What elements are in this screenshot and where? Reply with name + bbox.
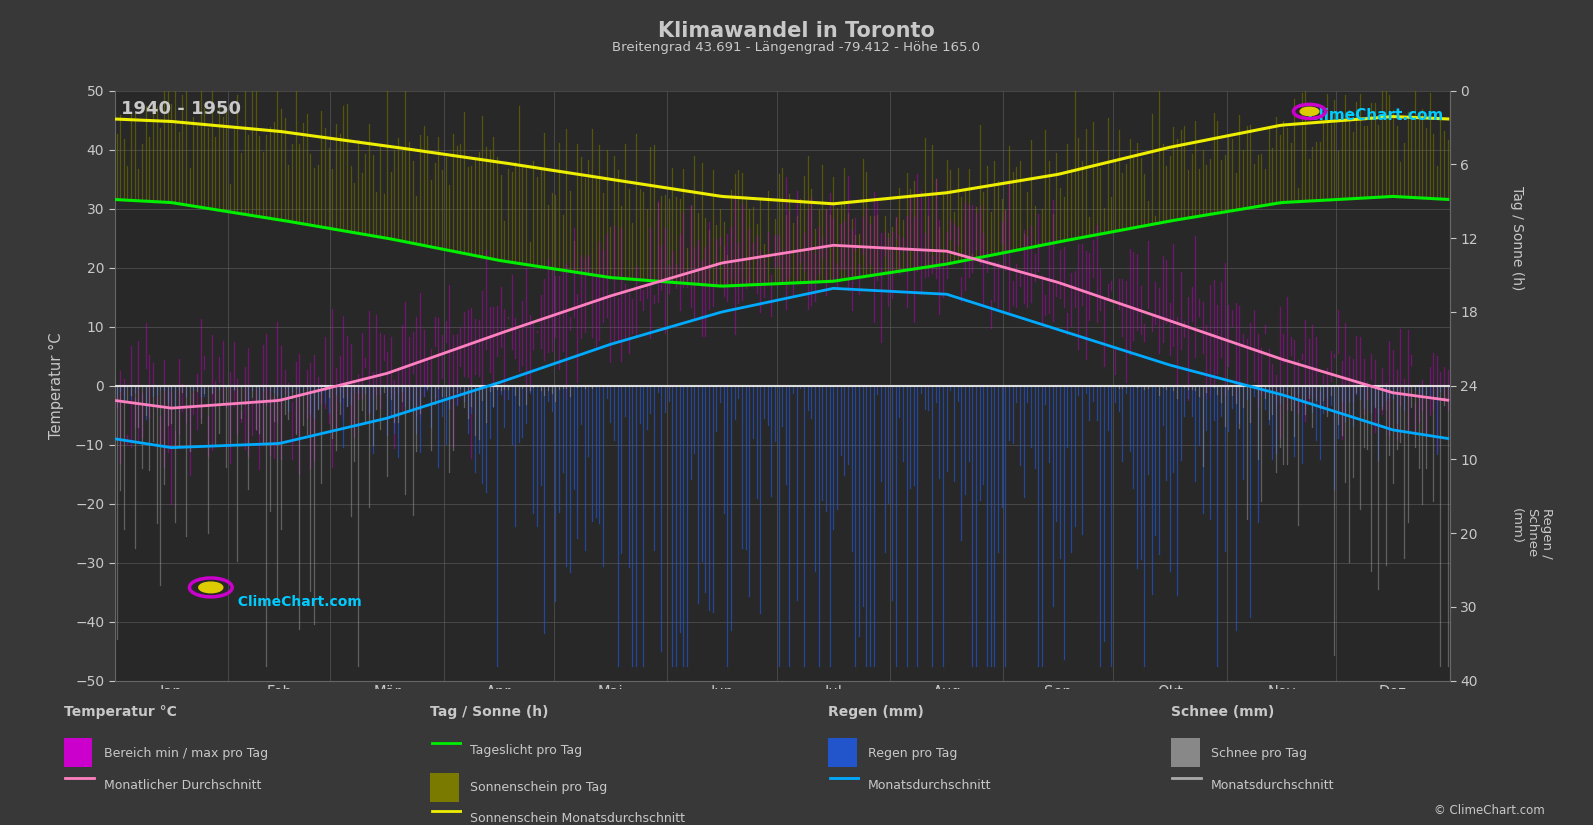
Text: Tag / Sonne (h): Tag / Sonne (h) — [430, 705, 548, 719]
Text: Sonnenschein pro Tag: Sonnenschein pro Tag — [470, 781, 607, 794]
Text: Sonnenschein Monatsdurchschnitt: Sonnenschein Monatsdurchschnitt — [470, 812, 685, 825]
Text: Schnee (mm): Schnee (mm) — [1171, 705, 1274, 719]
Text: © ClimeChart.com: © ClimeChart.com — [1434, 804, 1545, 817]
Text: Monatsdurchschnitt: Monatsdurchschnitt — [1211, 779, 1335, 792]
Text: ClimeChart.com: ClimeChart.com — [228, 595, 362, 609]
Text: 1940 - 1950: 1940 - 1950 — [121, 100, 242, 118]
Text: Bereich min / max pro Tag: Bereich min / max pro Tag — [104, 747, 268, 760]
Circle shape — [199, 582, 223, 592]
Text: Breitengrad 43.691 - Längengrad -79.412 - Höhe 165.0: Breitengrad 43.691 - Längengrad -79.412 … — [612, 41, 981, 54]
Circle shape — [1300, 107, 1319, 116]
Text: Tag / Sonne (h): Tag / Sonne (h) — [1510, 186, 1523, 290]
Text: Tageslicht pro Tag: Tageslicht pro Tag — [470, 744, 581, 757]
Text: Regen /
Schnee
(mm): Regen / Schnee (mm) — [1510, 507, 1553, 559]
Text: Klimawandel in Toronto: Klimawandel in Toronto — [658, 21, 935, 40]
Text: Schnee pro Tag: Schnee pro Tag — [1211, 747, 1306, 760]
Text: ClimeChart.com: ClimeChart.com — [1297, 108, 1443, 124]
Text: Regen (mm): Regen (mm) — [828, 705, 924, 719]
Y-axis label: Temperatur °C: Temperatur °C — [49, 332, 64, 439]
Text: Regen pro Tag: Regen pro Tag — [868, 747, 957, 760]
Text: Monatlicher Durchschnitt: Monatlicher Durchschnitt — [104, 779, 261, 792]
Text: Monatsdurchschnitt: Monatsdurchschnitt — [868, 779, 992, 792]
Text: Temperatur °C: Temperatur °C — [64, 705, 177, 719]
